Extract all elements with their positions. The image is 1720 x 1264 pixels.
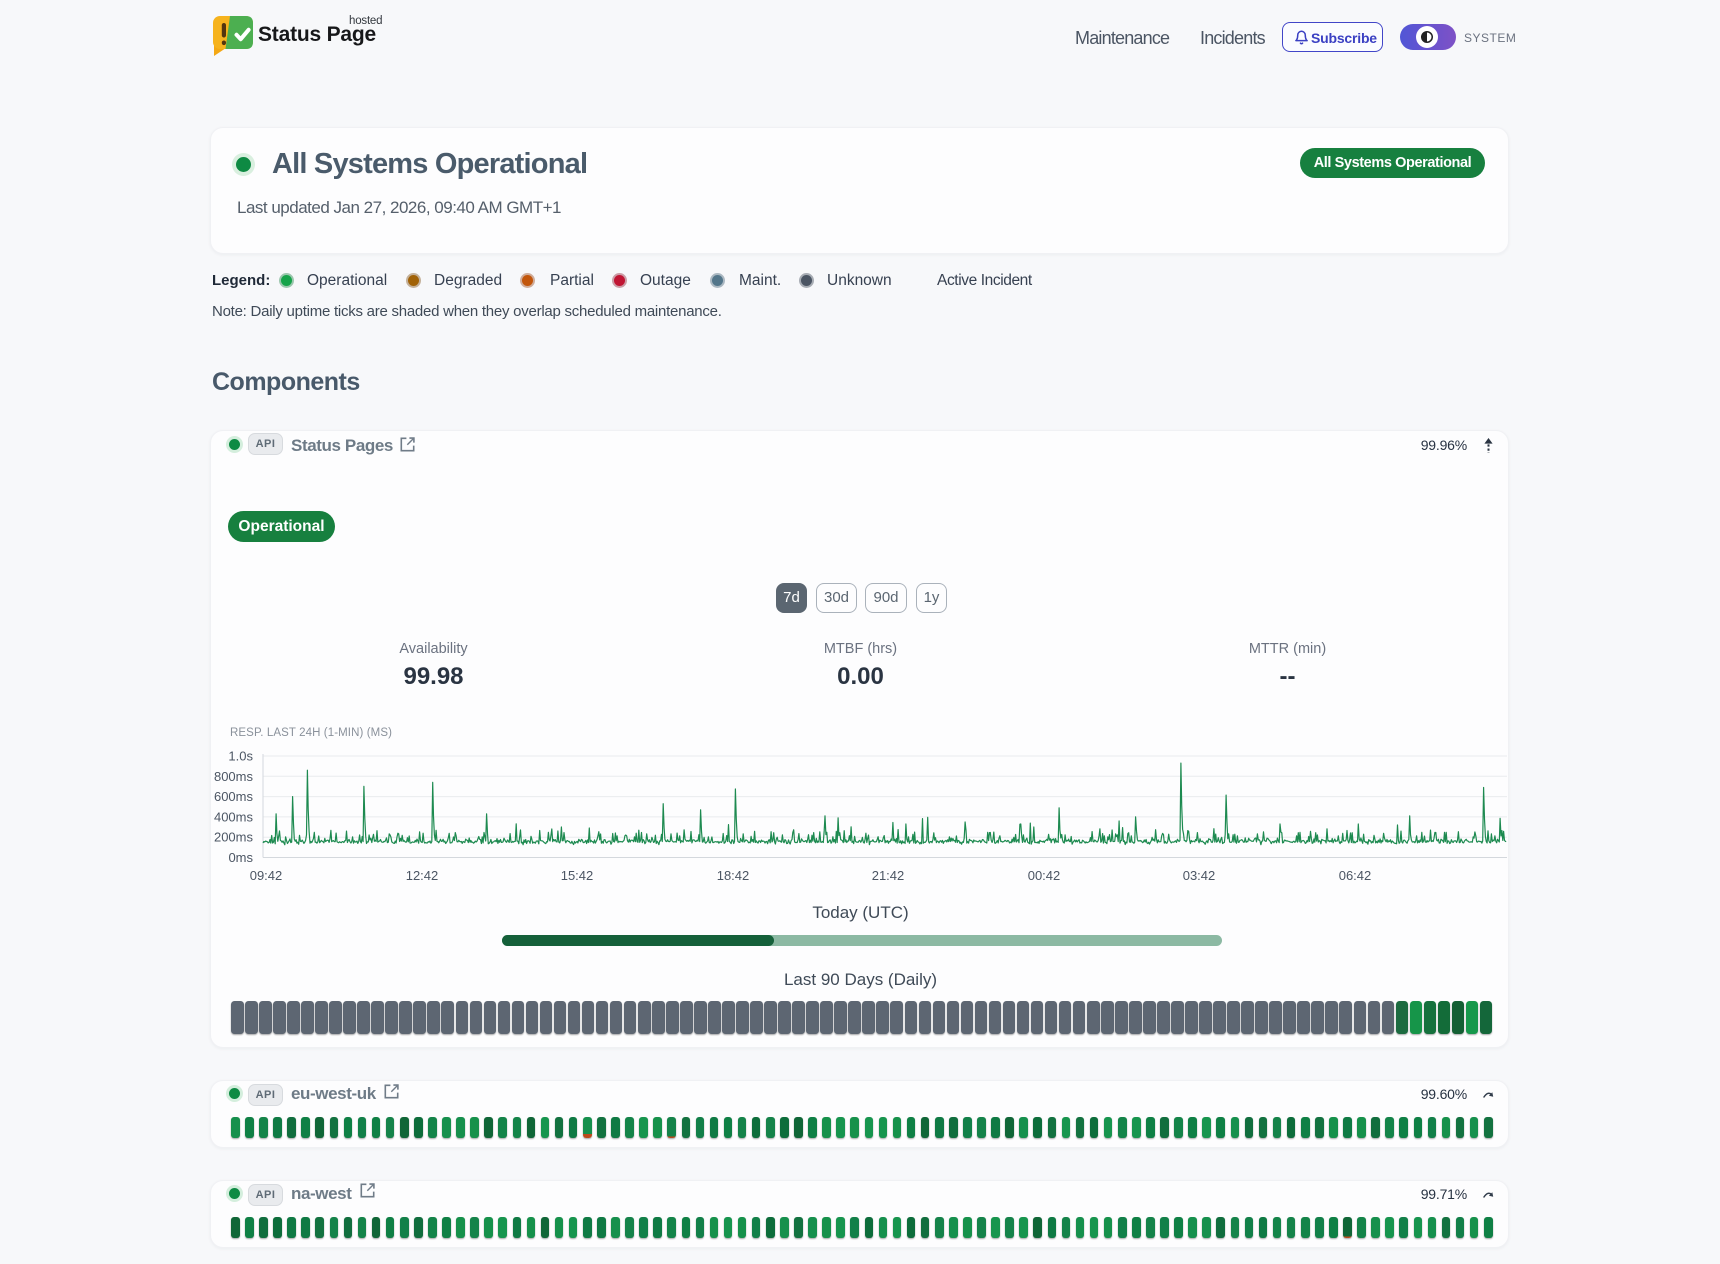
svg-text:21:42: 21:42 — [872, 868, 905, 883]
svg-text:15:42: 15:42 — [561, 868, 594, 883]
svg-text:0ms: 0ms — [228, 850, 253, 865]
svg-text:600ms: 600ms — [214, 789, 254, 804]
svg-text:06:42: 06:42 — [1339, 868, 1372, 883]
svg-text:200ms: 200ms — [214, 830, 254, 845]
svg-text:09:42: 09:42 — [250, 868, 283, 883]
svg-text:1.0s: 1.0s — [228, 749, 253, 764]
svg-text:800ms: 800ms — [214, 769, 254, 784]
svg-text:400ms: 400ms — [214, 809, 254, 824]
svg-text:03:42: 03:42 — [1183, 868, 1216, 883]
svg-text:00:42: 00:42 — [1028, 868, 1061, 883]
svg-text:12:42: 12:42 — [406, 868, 439, 883]
svg-text:18:42: 18:42 — [717, 868, 750, 883]
